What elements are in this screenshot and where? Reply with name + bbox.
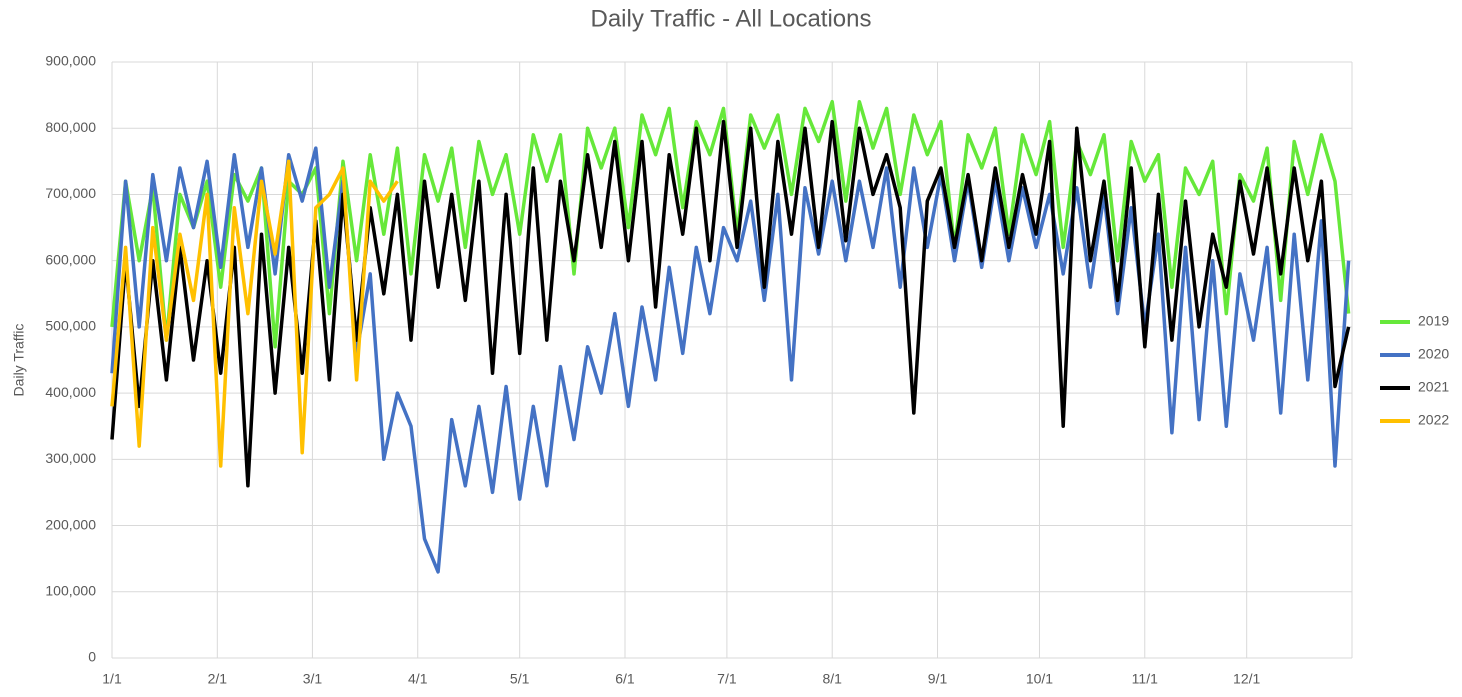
x-tick-label: 1/1: [102, 671, 122, 687]
y-tick-label: 300,000: [45, 450, 96, 466]
y-tick-label: 400,000: [45, 384, 96, 400]
y-axis-label: Daily Traffic: [11, 324, 27, 397]
series-line: [110, 159, 399, 468]
x-tick-label: 8/1: [822, 671, 842, 687]
x-tick-label: 12/1: [1233, 671, 1260, 687]
y-tick-label: 700,000: [45, 185, 96, 201]
y-tick-label: 800,000: [45, 119, 96, 135]
x-tick-label: 2/1: [208, 671, 228, 687]
legend-label: 2022: [1418, 412, 1449, 428]
y-tick-label: 200,000: [45, 516, 96, 532]
y-tick-label: 500,000: [45, 318, 96, 334]
series-line: [110, 119, 1351, 488]
x-tick-label: 11/1: [1132, 671, 1158, 687]
y-tick-label: 900,000: [45, 53, 96, 69]
x-tick-label: 5/1: [510, 671, 530, 687]
y-tick-label: 100,000: [45, 582, 96, 598]
legend-label: 2020: [1418, 346, 1449, 362]
x-tick-label: 10/1: [1026, 671, 1053, 687]
x-tick-label: 4/1: [408, 671, 428, 687]
x-tick-label: 6/1: [615, 671, 635, 687]
legend-label: 2019: [1418, 313, 1449, 329]
x-tick-label: 3/1: [303, 671, 323, 687]
x-tick-label: 9/1: [928, 671, 948, 687]
chart-title: Daily Traffic - All Locations: [590, 5, 871, 32]
x-tick-label: 7/1: [717, 671, 737, 687]
y-tick-label: 600,000: [45, 251, 96, 267]
y-tick-label: 0: [88, 649, 96, 665]
legend-label: 2021: [1418, 379, 1449, 395]
